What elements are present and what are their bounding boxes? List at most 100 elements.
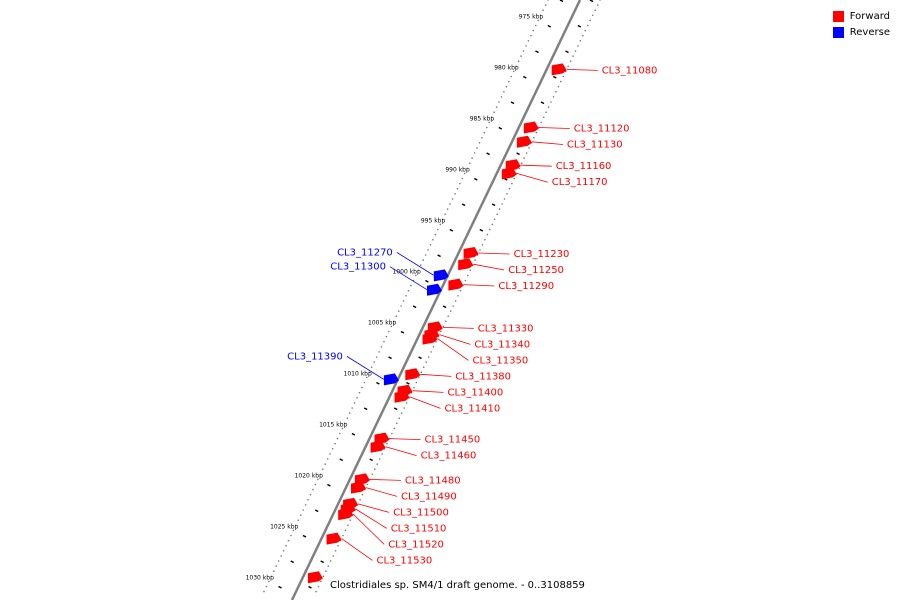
scale-dot (517, 60, 520, 62)
major-tick (535, 50, 539, 54)
scale-dot (432, 238, 434, 241)
scale-dot (385, 335, 388, 338)
scale-dot (405, 402, 408, 404)
scale-dot (461, 177, 464, 180)
major-tick (351, 432, 356, 436)
scale-dot (464, 279, 467, 282)
scale-dot (594, 9, 596, 11)
scale-dot (273, 570, 275, 572)
gene-leader-line (478, 252, 510, 255)
forward-gene-glyph (370, 440, 386, 453)
scale-dot (471, 157, 473, 159)
scale-dot (381, 453, 383, 455)
scale-dot (468, 162, 471, 164)
scale-dot (337, 544, 339, 547)
tick-label: 1020 kbp (295, 472, 323, 479)
scale-dot (493, 111, 495, 113)
scale-dot (363, 381, 366, 384)
gene-label: CL3_11390 (287, 351, 343, 362)
scale-dot (495, 106, 498, 108)
scale-dot (304, 504, 307, 506)
scale-dot (415, 274, 417, 277)
scale-dot (449, 310, 452, 312)
scale-dot (397, 310, 400, 312)
gene-leader-line (566, 69, 598, 71)
forward-gene-glyph (516, 135, 532, 148)
scale-dot (486, 233, 489, 236)
major-tick (498, 126, 503, 130)
scale-dot (422, 366, 425, 369)
genome-caption: Clostridiales sp. SM4/1 draft genome. - … (330, 580, 585, 591)
scale-dot (331, 448, 334, 450)
gene-leader-line (520, 164, 552, 167)
major-tick (339, 458, 344, 462)
scale-dot (493, 218, 496, 221)
tick-label: 1010 kbp (344, 370, 372, 377)
forward-gene-glyph (338, 508, 354, 521)
scale-dot (341, 427, 344, 430)
scale-dot (383, 340, 385, 343)
scale-dot (371, 473, 374, 476)
scale-dot (329, 560, 332, 562)
tick-label: 1015 kbp (319, 421, 347, 428)
scale-dot (483, 131, 486, 134)
gene-leader-line (385, 446, 417, 456)
scale-dot (589, 19, 591, 22)
scale-dot (456, 187, 459, 190)
scale-dot (508, 80, 510, 83)
gene-leader-line (463, 284, 495, 287)
gene-label-layer: CL3_11080 CL3_11120 CL3_11130 CL3_11160 CL3_… (287, 65, 657, 566)
gene-label: CL3_11270 (337, 247, 393, 258)
major-tick (406, 381, 410, 385)
scale-dot (322, 468, 324, 471)
scale-dot (402, 300, 405, 302)
tick-label: 995 kbp (421, 217, 446, 224)
scale-dot (277, 560, 280, 562)
scale-dot (320, 580, 322, 583)
gene-label: CL3_11350 (473, 355, 529, 366)
scale-dot (358, 391, 361, 394)
scale-dot (498, 101, 500, 103)
major-tick (437, 254, 441, 258)
scale-dot (410, 284, 412, 287)
scale-dot (510, 75, 513, 78)
scale-dot (307, 499, 309, 501)
scale-dot (572, 55, 574, 57)
scale-dot (275, 565, 278, 567)
scale-dot (527, 40, 530, 42)
major-tick (491, 203, 496, 207)
forward-gene-glyph (422, 332, 438, 345)
scale-dot (537, 19, 539, 22)
scale-dot (459, 289, 462, 292)
gene-leader-line (538, 127, 570, 129)
gene-leader-line (341, 538, 373, 561)
scale-dot (547, 106, 550, 108)
scale-dot (476, 147, 478, 149)
gene-label: CL3_11480 (405, 475, 461, 486)
gene-label: CL3_11170 (552, 177, 608, 188)
major-tick (278, 585, 282, 589)
gene-label: CL3_11520 (388, 539, 444, 550)
gene-label: CL3_11120 (574, 124, 630, 135)
gene-leader-line (357, 503, 390, 513)
scale-dot (489, 228, 491, 231)
scale-dot (560, 80, 562, 83)
scale-dot (515, 65, 517, 68)
scale-dot (532, 29, 535, 32)
scale-dot (422, 259, 425, 261)
scale-dot (285, 544, 287, 547)
scale-dot (449, 203, 451, 205)
scale-dot (522, 50, 525, 52)
forward-gene-glyph (307, 571, 323, 584)
scale-dot (579, 40, 582, 42)
scale-dot (327, 565, 330, 567)
scale-dot (280, 555, 283, 557)
scale-dot (552, 96, 555, 98)
scale-dot (505, 85, 508, 88)
gene-label: CL3_11400 (448, 387, 504, 398)
scale-dot (427, 356, 430, 358)
scale-dot (420, 371, 423, 374)
gene-leader-line (439, 334, 471, 345)
scale-dot (533, 136, 535, 139)
scale-dot (346, 417, 349, 420)
